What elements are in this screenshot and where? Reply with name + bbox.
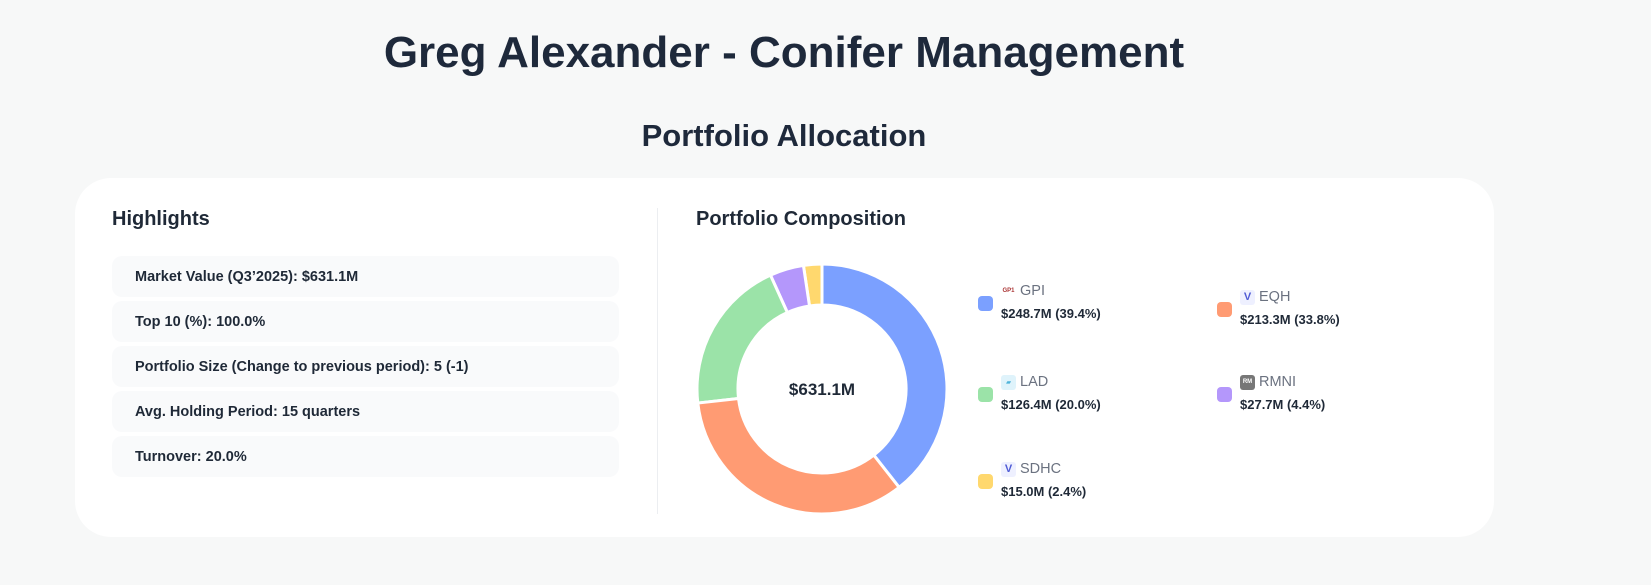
- legend-swatch: [978, 296, 993, 311]
- highlight-turnover: Turnover: 20.0%: [112, 436, 619, 477]
- composition-title: Portfolio Composition: [696, 208, 906, 230]
- legend-item-lad[interactable]: ▰ LAD $126.4M (20.0%): [978, 373, 1101, 412]
- portfolio-card: Highlights Market Value (Q3’2025): $631.…: [75, 178, 1494, 537]
- highlights-list: Market Value (Q3’2025): $631.1M Top 10 (…: [112, 256, 619, 481]
- legend-value: $213.3M (33.8%): [1240, 312, 1340, 327]
- legend-ticker: SDHC: [1020, 461, 1062, 477]
- eqh-logo-icon: V: [1240, 289, 1255, 305]
- donut-chart: $631.1M: [695, 262, 949, 516]
- donut-center-label: $631.1M: [789, 380, 855, 399]
- gpi-logo-icon: GP1: [1001, 283, 1016, 299]
- rmni-logo-icon: RM: [1240, 374, 1255, 390]
- sdhc-logo-icon: V: [1001, 461, 1016, 477]
- legend-ticker: GPI: [1020, 283, 1045, 299]
- legend-item-gpi[interactable]: GP1 GPI $248.7M (39.4%): [978, 282, 1101, 321]
- legend-value: $126.4M (20.0%): [1001, 397, 1101, 412]
- slice-lad[interactable]: [695, 273, 789, 405]
- highlight-market-value: Market Value (Q3’2025): $631.1M: [112, 256, 619, 297]
- slice-gpi[interactable]: [820, 262, 949, 489]
- legend-value: $27.7M (4.4%): [1240, 397, 1326, 412]
- legend-item-sdhc[interactable]: V SDHC $15.0M (2.4%): [978, 460, 1086, 499]
- legend-swatch: [1217, 302, 1232, 317]
- highlight-holding-period: Avg. Holding Period: 15 quarters: [112, 391, 619, 432]
- highlight-portfolio-size: Portfolio Size (Change to previous perio…: [112, 346, 619, 387]
- page-title: Greg Alexander - Conifer Management: [383, 28, 1185, 77]
- legend-ticker: LAD: [1020, 374, 1049, 390]
- highlight-top10: Top 10 (%): 100.0%: [112, 301, 619, 342]
- legend-value: $248.7M (39.4%): [1001, 306, 1101, 321]
- legend-value: $15.0M (2.4%): [1001, 484, 1087, 499]
- lad-logo-icon: ▰: [1001, 374, 1016, 390]
- section-title: Portfolio Allocation: [641, 118, 927, 153]
- slice-eqh[interactable]: [696, 396, 901, 516]
- legend-item-eqh[interactable]: V EQH $213.3M (33.8%): [1217, 288, 1340, 327]
- legend-ticker: EQH: [1259, 289, 1291, 305]
- legend-ticker: RMNI: [1259, 374, 1297, 390]
- legend-item-rmni[interactable]: RM RMNI $27.7M (4.4%): [1217, 373, 1325, 412]
- divider: [657, 208, 658, 514]
- legend-swatch: [1217, 387, 1232, 402]
- legend-swatch: [978, 387, 993, 402]
- legend-swatch: [978, 474, 993, 489]
- highlights-title: Highlights: [112, 208, 210, 230]
- slice-rmni[interactable]: [768, 263, 812, 314]
